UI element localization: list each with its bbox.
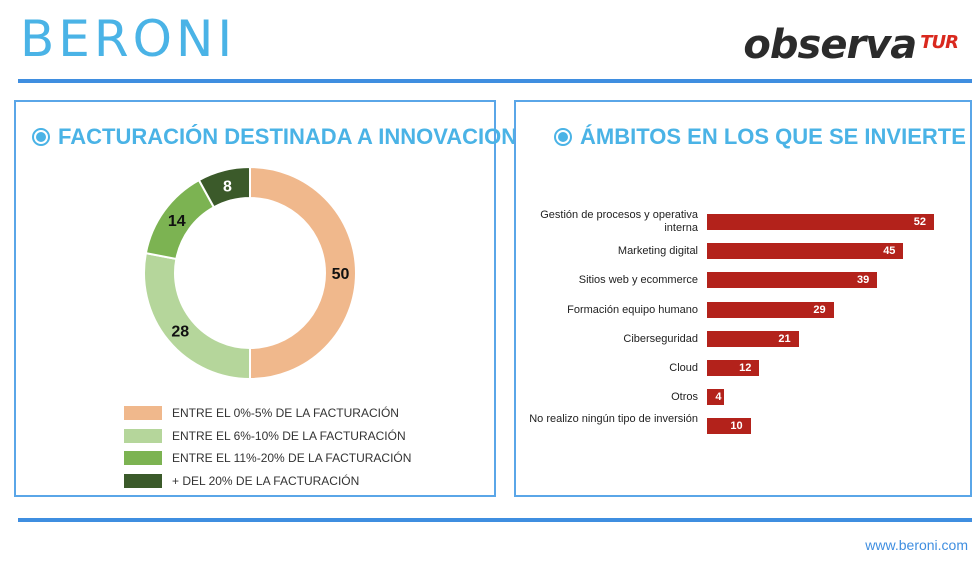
bar: 52 [707, 214, 934, 230]
bar-panel: ÁMBITOS EN LOS QUE SE INVIERTE Gestión d… [514, 100, 972, 497]
footer-divider [18, 518, 972, 522]
footer-url[interactable]: www.beroni.com [865, 537, 968, 553]
legend-label: ENTRE EL 6%-10% DE LA FACTURACIÓN [172, 428, 406, 443]
legend-item: ENTRE EL 11%-20% DE LA FACTURACIÓN [124, 447, 411, 470]
donut-title-text: FACTURACIÓN DESTINADA A INNOVACION [58, 124, 518, 149]
bar: 12 [707, 360, 760, 376]
legend-label: + DEL 20% DE LA FACTURACIÓN [172, 473, 360, 488]
legend-swatch [124, 406, 162, 421]
bar-category-label: Ciberseguridad [623, 332, 698, 345]
legend-item: ENTRE EL 0%-5% DE LA FACTURACIÓN [124, 402, 411, 425]
donut-data-label: 28 [171, 324, 189, 341]
beroni-logo: BERONI [20, 10, 237, 68]
bullet-icon [554, 128, 572, 146]
donut-slice [143, 251, 251, 381]
bar: 10 [707, 418, 751, 435]
bar-title: ÁMBITOS EN LOS QUE SE INVIERTE [554, 124, 966, 150]
bar: 29 [707, 301, 834, 318]
legend-item: + DEL 20% DE LA FACTURACIÓN [124, 470, 411, 493]
logo-text: observa [743, 22, 917, 68]
legend-item: ENTRE EL 6%-10% DE LA FACTURACIÓN [124, 425, 411, 448]
donut-slice [197, 165, 251, 209]
bar: 21 [707, 330, 799, 347]
donut-data-label: 14 [168, 213, 186, 230]
legend-label: ENTRE EL 0%-5% DE LA FACTURACIÓN [172, 406, 399, 421]
bar-category-label: No realizo ningún tipo de inversión [529, 413, 698, 426]
bar: 4 [707, 389, 725, 406]
donut-slice [249, 165, 357, 381]
bar-category-label: Gestión de procesos y operativa interna [540, 209, 698, 234]
donut-legend: ENTRE EL 0%-5% DE LA FACTURACIÓN ENTRE EL… [124, 402, 411, 492]
header-divider [18, 79, 972, 83]
donut-data-label: 50 [332, 266, 350, 283]
donut-panel: FACTURACIÓN DESTINADA A INNOVACION 50 28 1… [14, 100, 517, 497]
logo-sup: TUR [920, 32, 959, 53]
legend-swatch [124, 428, 162, 443]
observatur-logo: observa TUR [743, 22, 959, 68]
donut-title: FACTURACIÓN DESTINADA A INNOVACION [32, 124, 517, 150]
bar-category-label: Marketing digital [617, 245, 698, 258]
bullet-icon [32, 128, 50, 146]
bar-category-label: Sitios web y ecommerce [578, 274, 698, 287]
bar-category-label: Cloud [669, 362, 698, 374]
bar: 45 [707, 243, 904, 260]
legend-label: ENTRE EL 11%-20% DE LA FACTURACIÓN [172, 451, 412, 466]
bar-category-label: Otros [671, 391, 698, 404]
bar-title-text: ÁMBITOS EN LOS QUE SE INVIERTE [580, 124, 966, 149]
legend-swatch [124, 473, 162, 488]
bar: 39 [707, 272, 878, 289]
donut-data-label: 8 [223, 178, 232, 195]
donut-chart: 50 28 14 8 [143, 165, 357, 381]
legend-swatch [124, 451, 162, 466]
bar-category-label: Formación equipo humano [567, 303, 698, 316]
